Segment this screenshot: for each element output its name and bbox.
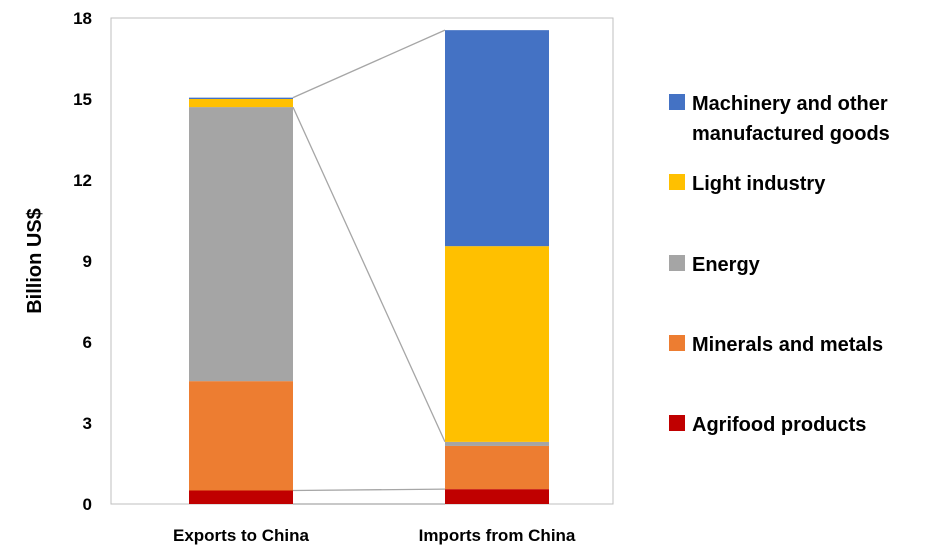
bar-segment <box>189 490 293 504</box>
legend-swatch <box>669 255 685 271</box>
y-axis-title: Billion US$ <box>24 208 46 314</box>
y-tick-label: 15 <box>73 90 92 109</box>
bar-segment <box>189 381 293 491</box>
bar-segment <box>445 445 549 490</box>
x-category-label: Exports to China <box>173 526 310 545</box>
bar-segment <box>445 246 549 442</box>
x-category-label: Imports from China <box>419 526 576 545</box>
connector-line <box>292 29 446 99</box>
bar-segment <box>189 97 293 99</box>
y-tick-label: 3 <box>83 414 92 433</box>
bar-segment <box>445 489 549 504</box>
legend-swatch <box>669 94 685 110</box>
y-tick-label: 12 <box>73 171 92 190</box>
legend-swatch <box>669 174 685 190</box>
legend: Machinery and other manufactured goods Lig… <box>669 93 890 436</box>
bar-segment <box>445 30 549 247</box>
y-tick-label: 0 <box>83 495 92 514</box>
legend-swatch <box>669 335 685 351</box>
y-tick-label: 18 <box>73 9 92 28</box>
bar-segment <box>189 99 293 108</box>
bars <box>189 30 549 504</box>
legend-label: Energy <box>692 254 761 276</box>
legend-label: Machinery and other <box>692 93 888 115</box>
legend-label: manufactured goods <box>692 123 890 145</box>
bar-segment <box>189 107 293 382</box>
bar-segment <box>445 441 549 446</box>
legend-label: Minerals and metals <box>692 334 883 356</box>
legend-label: Light industry <box>692 173 826 195</box>
y-axis: 0 3 6 9 12 15 18 <box>73 9 92 514</box>
legend-label: Agrifood products <box>692 414 866 436</box>
y-tick-label: 9 <box>83 252 92 271</box>
connector-lines <box>292 29 446 505</box>
x-axis: Exports to China Imports from China <box>173 526 576 545</box>
legend-swatch <box>669 415 685 431</box>
connector-line <box>292 106 446 443</box>
connector-line <box>292 488 446 492</box>
y-tick-label: 6 <box>83 333 92 352</box>
